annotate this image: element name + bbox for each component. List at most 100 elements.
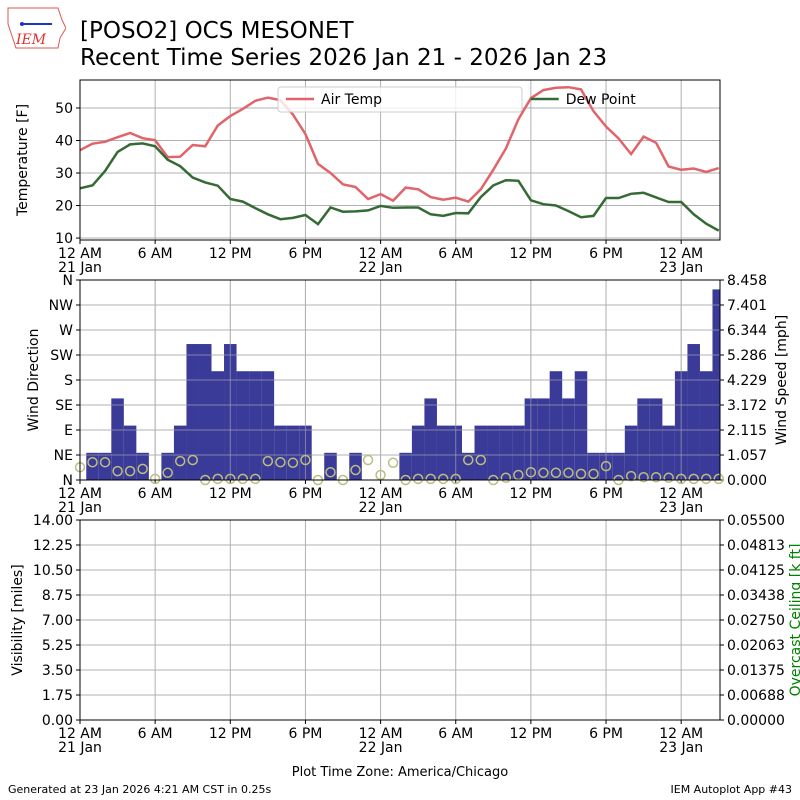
wind-speed-bar [612, 452, 625, 480]
y-axis-label: Wind Direction [26, 329, 42, 432]
wind-speed-bar [198, 344, 212, 480]
x-tick-label: 6 PM [589, 246, 623, 262]
y-tick-label: 14.00 [33, 513, 73, 529]
x-tick-date-label: 23 Jan [659, 740, 703, 756]
y-tick-label: 5.25 [42, 638, 73, 654]
x-tick-date-label: 22 Jan [359, 260, 403, 276]
y-right-tick-label: 0.01375 [727, 663, 785, 679]
wind-direction-marker [425, 473, 436, 485]
wind-direction-marker [538, 467, 549, 479]
y-right-tick-label: 0.04813 [727, 538, 785, 554]
wind-direction-marker [287, 457, 299, 469]
x-tick-label: 12 PM [509, 246, 552, 262]
y-right-axis-label: Wind Speed [mph] [774, 315, 790, 445]
wind-speed-bar [499, 425, 513, 480]
x-tick-label: 12 PM [209, 246, 252, 262]
wind-direction-marker [187, 454, 198, 466]
y-right-tick-label: 0.05500 [727, 513, 785, 529]
wind-speed-bar [236, 371, 250, 480]
wind-direction-marker [688, 473, 699, 485]
wind-direction-marker [600, 460, 612, 472]
x-tick-label: 6 PM [288, 486, 322, 502]
wind-speed-bar [349, 452, 362, 480]
app-label: IEM Autoplot App #43 [670, 783, 793, 796]
dew-point-line [79, 142, 720, 232]
wind-speed-bar [474, 425, 488, 480]
wind-speed-bar [687, 344, 700, 480]
wind-speed-bar [587, 452, 600, 480]
wind-direction-marker [212, 473, 224, 485]
wind-direction-marker [387, 457, 399, 469]
chart-title-line2: Recent Time Series 2026 Jan 21 - 2026 Ja… [80, 45, 608, 71]
y-tick-label: SE [55, 398, 73, 414]
wind-direction-marker [174, 455, 186, 467]
wind-speed-bar [624, 425, 638, 480]
iem-logo: IEM [6, 6, 66, 50]
wind-direction-marker [250, 473, 261, 485]
iowa-outline-icon: IEM [7, 7, 66, 49]
wind-speed-bar [712, 289, 720, 480]
x-tick-label: 12 AM [58, 246, 102, 262]
x-tick-label: 12 AM [659, 486, 703, 502]
wind-direction-marker [275, 456, 286, 468]
wind-speed-bar [249, 371, 262, 480]
wind-direction-marker [137, 463, 148, 475]
y-right-tick-label: 5.286 [727, 348, 767, 364]
wind-speed-bar [549, 371, 563, 480]
y-tick-label: 8.75 [42, 588, 73, 604]
wind-speed-bar [186, 344, 199, 480]
x-tick-label: 12 AM [359, 486, 403, 502]
y-tick-label: N [63, 273, 73, 289]
x-tick-date-label: 21 Jan [58, 260, 102, 276]
wind-direction-marker [237, 473, 249, 485]
generated-note: Generated at 23 Jan 2026 4:21 AM CST in … [8, 783, 272, 796]
y-right-tick-label: 8.458 [727, 273, 767, 289]
y-tick-label: 7.00 [42, 613, 73, 629]
wind-speed-bar [562, 398, 575, 480]
air-temp-line [79, 85, 720, 204]
x-axis-label: Plot Time Zone: America/Chicago [292, 765, 508, 780]
wind-speed-bar [487, 425, 500, 480]
x-tick-label: 6 AM [438, 246, 473, 262]
legend: Air Temp Dew Point [277, 86, 636, 113]
y-tick-label: S [64, 373, 73, 389]
wind-direction-marker [225, 473, 236, 485]
axes-frame [79, 519, 721, 721]
wind-direction-marker [675, 473, 687, 485]
y-tick-label: 10.50 [33, 563, 73, 579]
wind-speed-bar [699, 371, 713, 480]
y-tick-label: NW [49, 298, 73, 314]
y-right-tick-label: 4.229 [727, 373, 767, 389]
x-tick-label: 12 AM [58, 726, 102, 742]
wind-speed-bar [574, 371, 588, 480]
y-tick-label: 40 [55, 133, 73, 149]
y-tick-label: 10 [55, 231, 73, 247]
wind-direction-marker [713, 473, 724, 485]
x-tick-label: 12 AM [359, 246, 403, 262]
wind-direction-marker [162, 467, 173, 479]
wind-direction-marker [625, 470, 637, 482]
x-tick-label: 12 AM [659, 246, 703, 262]
y-right-tick-label: 6.344 [727, 323, 767, 339]
wind-direction-marker [362, 454, 374, 466]
wind-speed-bar [399, 452, 412, 480]
y-right-tick-label: 0.00688 [727, 688, 785, 704]
y-right-tick-label: 0.02750 [727, 613, 785, 629]
wind-direction-marker [638, 471, 649, 483]
x-tick-label: 12 PM [209, 486, 252, 502]
y-tick-label: 20 [55, 199, 73, 215]
wind-direction-marker [700, 473, 712, 485]
y-right-tick-label: 1.057 [727, 448, 767, 464]
wind-speed-bar [649, 398, 663, 480]
y-right-tick-label: 0.00000 [727, 713, 785, 729]
wind-direction-marker [112, 465, 123, 477]
x-tick-label: 6 AM [438, 486, 473, 502]
wind-speed-bar [161, 452, 174, 480]
wind-speed-bar [537, 398, 550, 480]
wind-direction-marker [500, 472, 512, 484]
x-tick-label: 6 PM [288, 246, 322, 262]
x-tick-label: 6 AM [138, 246, 173, 262]
wind-direction-marker [525, 466, 537, 478]
wind-speed-bar [136, 452, 149, 480]
